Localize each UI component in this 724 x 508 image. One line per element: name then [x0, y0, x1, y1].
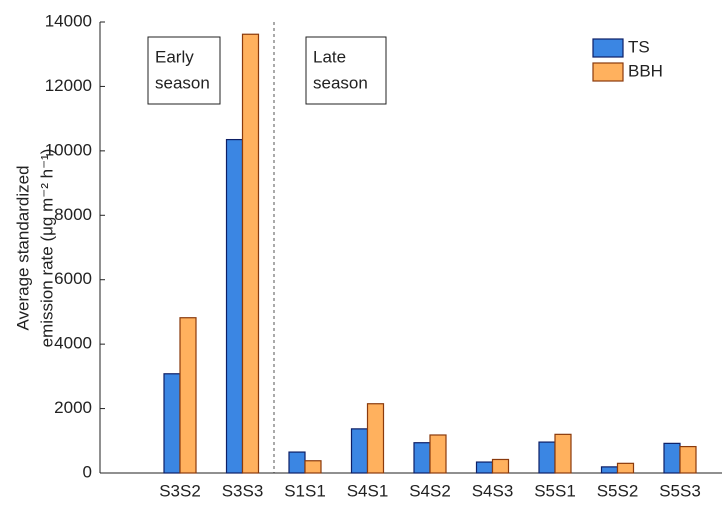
y-axis-label: Average standardized [13, 165, 32, 330]
annotation: season [313, 73, 368, 92]
y-tick-label: 8000 [54, 205, 92, 224]
bar [241, 33, 260, 474]
bar [554, 433, 572, 474]
bar [179, 317, 197, 474]
y-tick-label: 2000 [54, 398, 92, 417]
legend-label: BBH [628, 61, 663, 80]
legend-label: TS [628, 37, 650, 56]
bar [350, 428, 369, 474]
y-tick-label: 6000 [54, 269, 92, 288]
bar [538, 441, 556, 474]
x-tick-label: S4S3 [472, 481, 514, 500]
y-axis-label: emission rate (μg m⁻² h⁻¹) [37, 149, 56, 348]
x-tick-label: S3S3 [222, 481, 264, 500]
x-tick-label: S5S3 [659, 481, 701, 500]
x-tick-label: S4S2 [409, 481, 451, 500]
bar [491, 458, 510, 474]
x-tick-label: S3S2 [159, 481, 201, 500]
y-tick-label: 10000 [45, 140, 92, 159]
bar [429, 434, 447, 474]
x-tick-label: S1S1 [284, 481, 326, 500]
legend-swatch [592, 62, 624, 82]
bar [304, 460, 322, 474]
bar [225, 138, 244, 474]
annotation-box [147, 36, 221, 105]
x-tick-label: S5S1 [534, 481, 576, 500]
bar [366, 403, 385, 474]
x-tick-label: S4S1 [347, 481, 389, 500]
annotation: Late [313, 47, 346, 66]
x-tick-label: S5S2 [597, 481, 639, 500]
annotation-box [305, 36, 387, 105]
annotation: Early [155, 47, 194, 66]
legend-swatch [592, 38, 624, 58]
y-tick-label: 4000 [54, 334, 92, 353]
bar [163, 373, 181, 474]
bar [288, 451, 306, 474]
y-tick-label: 0 [83, 462, 92, 481]
bar [475, 461, 494, 474]
bar [600, 466, 619, 474]
bar [663, 442, 681, 474]
bar [679, 445, 697, 474]
bar [413, 442, 431, 474]
y-tick-label: 12000 [45, 76, 92, 95]
bar [616, 462, 635, 474]
annotation: season [155, 73, 210, 92]
y-tick-label: 14000 [45, 11, 92, 30]
